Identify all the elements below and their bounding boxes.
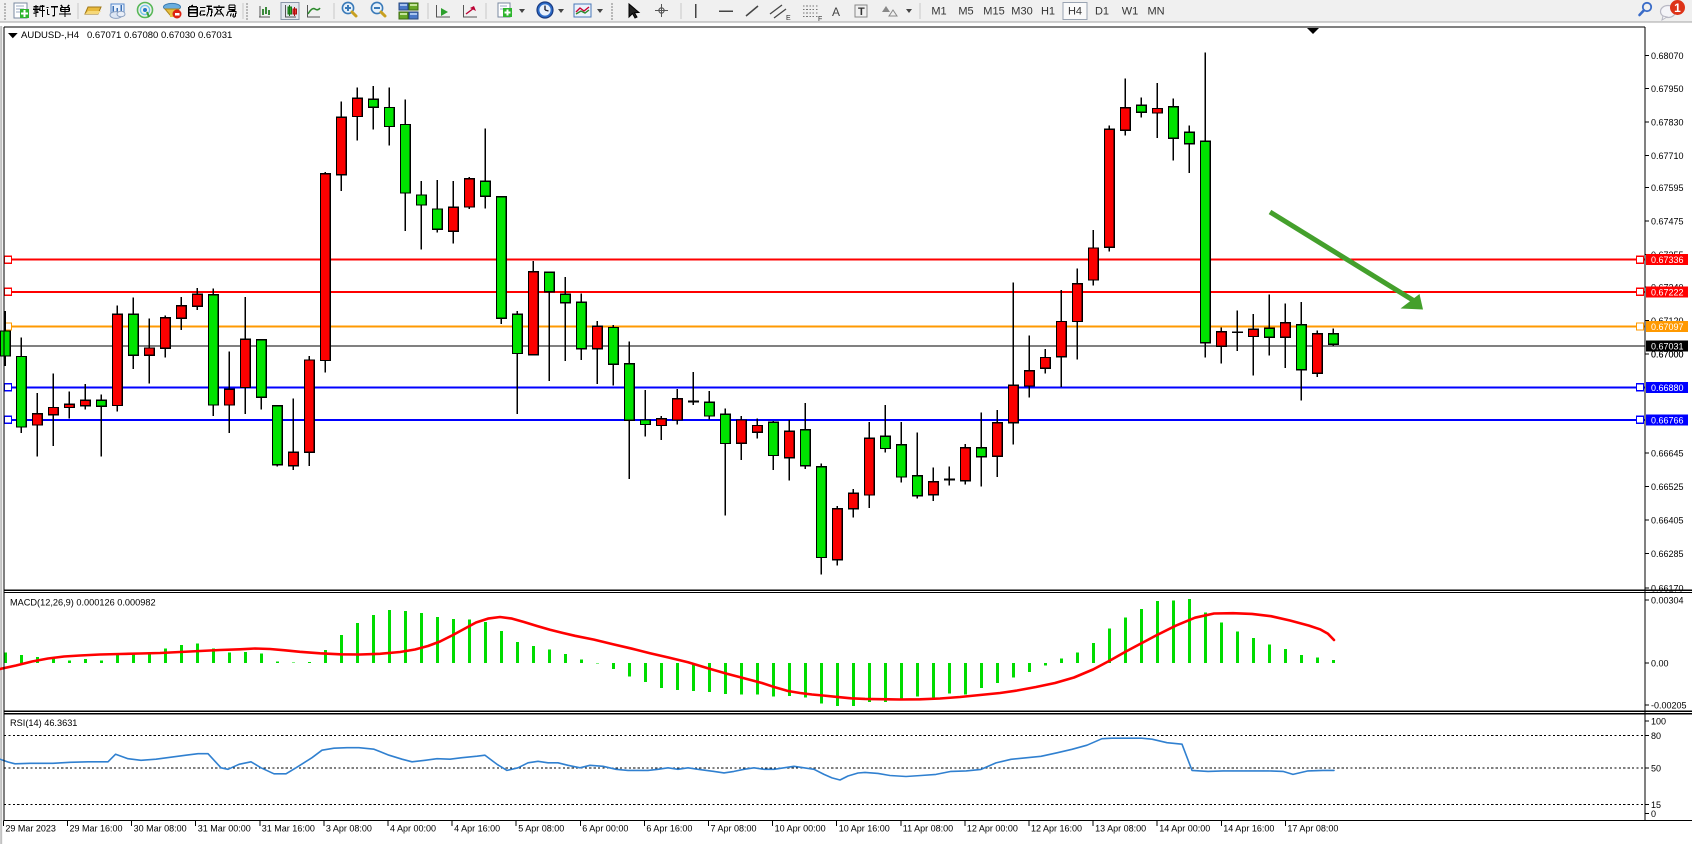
svg-text:0.67710: 0.67710 [1651, 151, 1684, 161]
svg-text:31 Mar 00:00: 31 Mar 00:00 [198, 824, 251, 834]
svg-text:30 Mar 08:00: 30 Mar 08:00 [134, 824, 187, 834]
svg-text:AUDUSD-,H4: AUDUSD-,H4 [21, 30, 79, 41]
svg-text:0.67475: 0.67475 [1651, 217, 1684, 227]
svg-text:D1: D1 [1095, 6, 1109, 18]
svg-text:M30: M30 [1011, 6, 1032, 18]
svg-text:0.67336: 0.67336 [1651, 255, 1684, 265]
svg-text:31 Mar 16:00: 31 Mar 16:00 [262, 824, 315, 834]
svg-text:5 Apr 08:00: 5 Apr 08:00 [518, 824, 564, 834]
svg-text:0.67000: 0.67000 [1651, 349, 1684, 359]
svg-text:M5: M5 [958, 6, 973, 18]
svg-text:4 Apr 00:00: 4 Apr 00:00 [390, 824, 436, 834]
svg-text:0.68070: 0.68070 [1651, 51, 1684, 61]
svg-text:17 Apr 08:00: 17 Apr 08:00 [1287, 824, 1338, 834]
svg-text:MACD(12,26,9) 0.000126 0.00098: MACD(12,26,9) 0.000126 0.000982 [10, 598, 156, 608]
svg-text:3 Apr 08:00: 3 Apr 08:00 [326, 824, 372, 834]
svg-text:15: 15 [1651, 800, 1661, 810]
svg-text:1: 1 [1674, 1, 1681, 15]
svg-text:12 Apr 00:00: 12 Apr 00:00 [967, 824, 1018, 834]
svg-text:H4: H4 [1068, 6, 1082, 18]
svg-text:-0.00205: -0.00205 [1651, 700, 1687, 710]
svg-text:10 Apr 16:00: 10 Apr 16:00 [839, 824, 890, 834]
svg-text:H1: H1 [1041, 6, 1055, 18]
svg-text:0.00: 0.00 [1651, 659, 1669, 669]
svg-text:100: 100 [1651, 717, 1666, 727]
svg-text:0.67120: 0.67120 [1651, 316, 1684, 326]
svg-text:12 Apr 16:00: 12 Apr 16:00 [1031, 824, 1082, 834]
svg-text:6 Apr 00:00: 6 Apr 00:00 [582, 824, 628, 834]
svg-text:0.66170: 0.66170 [1651, 584, 1684, 594]
svg-text:0.66766: 0.66766 [1651, 415, 1684, 425]
svg-text:RSI(14) 46.3631: RSI(14) 46.3631 [10, 718, 77, 728]
svg-text:M15: M15 [983, 6, 1004, 18]
svg-text:0.66880: 0.66880 [1651, 383, 1684, 393]
svg-text:T: T [858, 6, 865, 18]
svg-text:29 Mar 2023: 29 Mar 2023 [5, 824, 56, 834]
svg-text:14 Apr 00:00: 14 Apr 00:00 [1159, 824, 1210, 834]
svg-text:4 Apr 16:00: 4 Apr 16:00 [454, 824, 500, 834]
svg-text:0.66645: 0.66645 [1651, 448, 1684, 458]
svg-text:50: 50 [1651, 763, 1661, 773]
svg-text:13 Apr 08:00: 13 Apr 08:00 [1095, 824, 1146, 834]
svg-text:M1: M1 [931, 6, 946, 18]
svg-text:6 Apr 16:00: 6 Apr 16:00 [646, 824, 692, 834]
svg-text:14 Apr 16:00: 14 Apr 16:00 [1223, 824, 1274, 834]
svg-text:F: F [818, 16, 822, 23]
svg-text:0.66525: 0.66525 [1651, 482, 1684, 492]
svg-text:29 Mar 16:00: 29 Mar 16:00 [70, 824, 123, 834]
svg-text:7 Apr 08:00: 7 Apr 08:00 [711, 824, 757, 834]
svg-text:0.67595: 0.67595 [1651, 183, 1684, 193]
svg-text:0.67097: 0.67097 [1651, 322, 1684, 332]
svg-text:0.67071 0.67080 0.67030 0.6703: 0.67071 0.67080 0.67030 0.67031 [87, 30, 232, 41]
svg-text:0.67222: 0.67222 [1651, 287, 1684, 297]
svg-text:W1: W1 [1122, 6, 1139, 18]
svg-text:MN: MN [1147, 6, 1164, 18]
svg-text:E: E [786, 15, 791, 22]
svg-text:0: 0 [1651, 809, 1656, 819]
svg-text:0.00304: 0.00304 [1651, 596, 1684, 606]
svg-text:0.67000: 0.67000 [1651, 349, 1684, 359]
svg-text:0.66405: 0.66405 [1651, 515, 1684, 525]
svg-text:A: A [832, 5, 840, 19]
svg-text:0.67031: 0.67031 [1651, 342, 1684, 352]
svg-text:0.67830: 0.67830 [1651, 118, 1684, 128]
svg-text:11 Apr 08:00: 11 Apr 08:00 [903, 824, 953, 834]
svg-text:80: 80 [1651, 731, 1661, 741]
svg-text:0.67950: 0.67950 [1651, 84, 1684, 94]
svg-text:0.66285: 0.66285 [1651, 549, 1684, 559]
svg-text:10 Apr 00:00: 10 Apr 00:00 [775, 824, 826, 834]
